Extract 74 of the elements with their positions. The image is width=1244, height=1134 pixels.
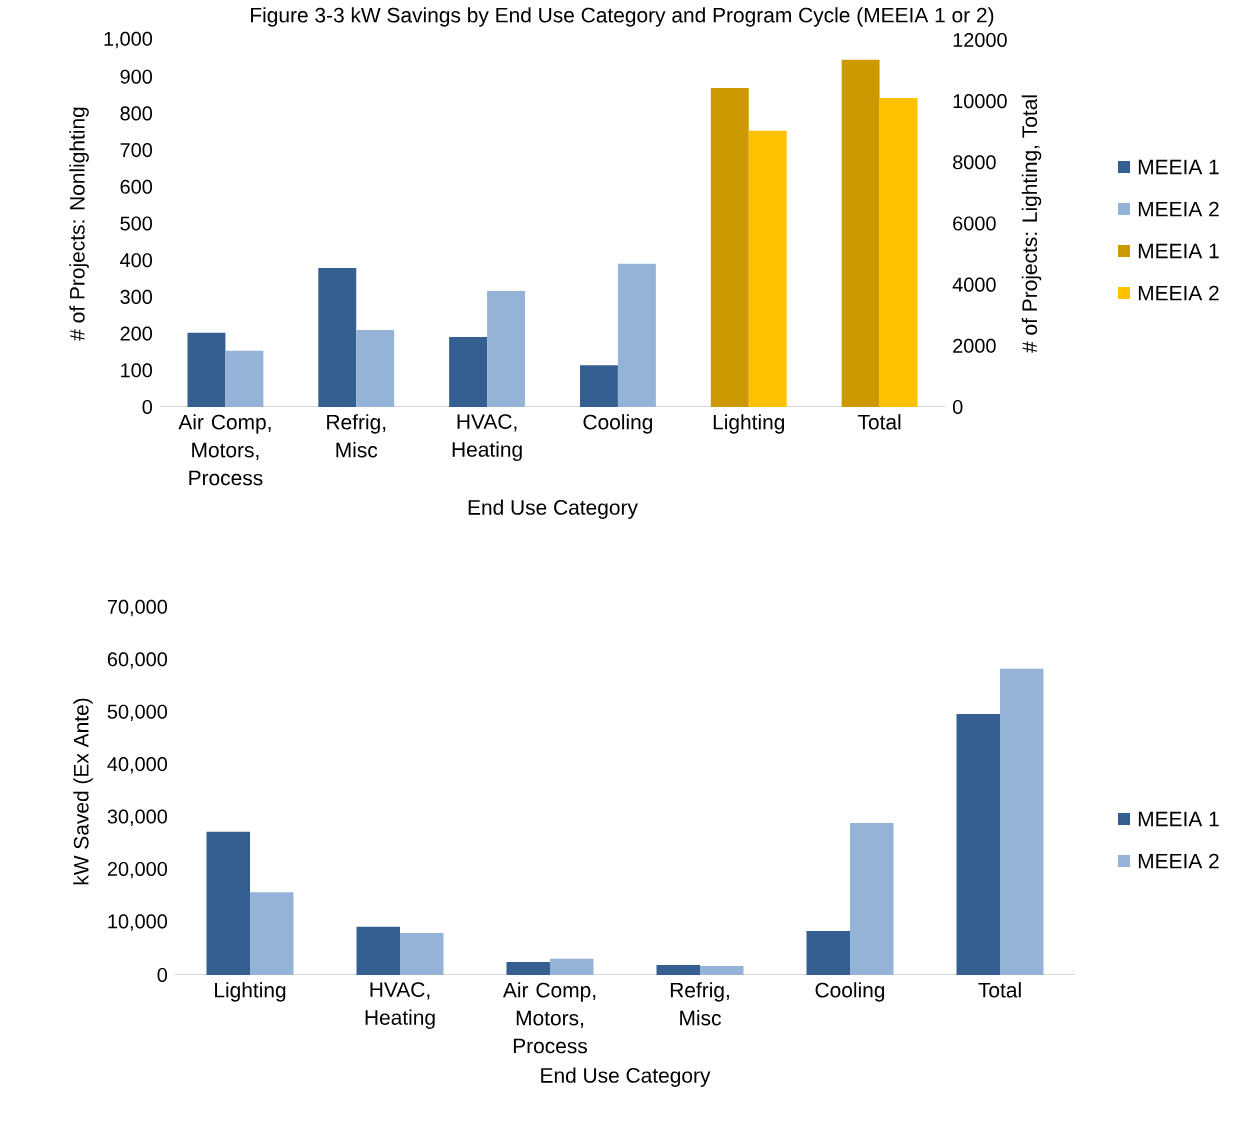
y-tick-label: 70,000: [107, 599, 168, 617]
y2-tick-label: 0: [952, 399, 963, 415]
bar: [617, 263, 656, 407]
y2-tick-label: 4000: [952, 277, 996, 292]
bar: [748, 130, 787, 407]
y-axis-title: # of Projects: Nonlighting: [69, 107, 89, 341]
y-tick-label: 60,000: [107, 652, 168, 669]
bar: [206, 831, 250, 975]
bar: [506, 961, 550, 975]
bar: [656, 965, 700, 975]
y-tick-label: 0: [157, 967, 168, 983]
bar: [579, 365, 618, 407]
x-tick-label: Air Comp, Motors, Process: [502, 982, 596, 1054]
bar: [250, 892, 294, 975]
legend-label: MEEIA 2: [1138, 285, 1219, 301]
bar: [225, 350, 264, 407]
x-tick-label: Total: [857, 414, 901, 430]
x-tick-label: HVAC, Heating: [452, 414, 522, 462]
x-tick-label: Air Comp, Motors, Process: [178, 414, 271, 486]
x-tick-label: Cooling: [583, 414, 653, 434]
y-tick-label: 100: [121, 363, 153, 378]
y-axis-title: kW Saved (Ex Ante): [73, 698, 93, 885]
y-tick-label: 1,000: [104, 31, 153, 49]
y-tick-label: 40,000: [107, 757, 168, 774]
bar: [318, 267, 357, 407]
legend-label: MEEIA 2: [1138, 853, 1219, 869]
bar: [879, 98, 918, 407]
bar: [700, 966, 744, 975]
y-tick-label: 20,000: [107, 861, 168, 879]
bar: [356, 926, 400, 975]
legend-label: MEEIA 1: [1138, 159, 1219, 175]
bar: [356, 329, 395, 407]
y-tick-label: 500: [120, 216, 153, 231]
y-tick-label: 700: [120, 143, 153, 158]
y-tick-label: 600: [120, 179, 153, 194]
bar: [400, 933, 444, 975]
legend-label: MEEIA 2: [1138, 201, 1219, 217]
bar: [956, 713, 1001, 975]
x-axis-title: End Use Category: [468, 499, 638, 519]
y-tick-label: 50,000: [107, 704, 168, 722]
y-tick-label: 0: [142, 399, 153, 415]
y2-tick-label: 2000: [953, 338, 996, 353]
x-tick-label: Lighting: [713, 414, 785, 434]
bar: [550, 958, 594, 975]
y-tick-label: 400: [120, 253, 153, 268]
bar: [187, 332, 226, 407]
bar: [806, 930, 850, 975]
y-tick-label: 30,000: [107, 809, 168, 826]
x-tick-label: Cooling: [815, 982, 885, 1002]
x-tick-label: Lighting: [215, 982, 286, 1002]
x-tick-label: Refrig, Misc: [327, 414, 386, 458]
x-tick-label: Refrig, Misc: [670, 982, 729, 1026]
y-tick-label: 300: [120, 289, 153, 304]
x-axis-title: End Use Category: [541, 1067, 711, 1087]
y-tick-label: 200: [120, 326, 153, 341]
x-tick-label: HVAC, Heating: [365, 982, 435, 1030]
y2-tick-label: 6000: [953, 216, 996, 231]
bar: [710, 88, 749, 407]
bar: [487, 291, 526, 407]
y2-tick-label: 10000: [953, 94, 1007, 109]
legend-label: MEEIA 1: [1138, 811, 1219, 827]
bar: [449, 336, 488, 407]
bar: [841, 59, 880, 407]
y2-tick-label: 12000: [953, 32, 1007, 48]
y-tick-label: 900: [120, 69, 153, 84]
bar: [850, 822, 894, 975]
bar: [1000, 668, 1044, 975]
y2-axis-title: # of Projects: Lighting, Total: [1021, 95, 1042, 353]
x-tick-label: Total: [978, 982, 1021, 998]
legend-label: MEEIA 1: [1138, 243, 1219, 259]
y-tick-label: 10,000: [108, 914, 168, 931]
y2-tick-label: 8000: [953, 155, 996, 170]
chart-title: Figure 3-3 kW Savings by End Use Category and Program Cycle (MEEIA 1 or 2): [251, 7, 994, 27]
y-tick-label: 800: [120, 106, 153, 121]
